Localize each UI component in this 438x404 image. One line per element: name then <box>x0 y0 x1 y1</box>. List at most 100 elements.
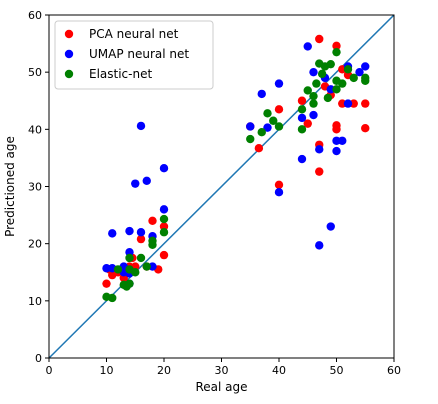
data-point <box>142 176 151 185</box>
data-point <box>159 250 169 260</box>
data-point <box>317 69 327 79</box>
legend: PCA neural net UMAP neural net Elastic-net <box>54 20 214 90</box>
data-point <box>148 262 157 271</box>
data-point <box>159 205 169 214</box>
data-point <box>131 268 140 277</box>
data-point <box>125 253 134 263</box>
legend-label: PCA neural net <box>89 27 179 41</box>
data-point <box>315 34 324 44</box>
data-point <box>269 116 278 125</box>
data-point <box>332 146 341 156</box>
y-tick-label: 0 <box>35 352 42 365</box>
legend-marker <box>64 49 74 59</box>
data-point <box>309 67 318 77</box>
data-point <box>343 99 353 108</box>
data-point <box>338 99 347 108</box>
data-point <box>108 293 117 303</box>
x-tick-label: 0 <box>46 364 53 377</box>
data-point <box>274 180 284 189</box>
legend-label: UMAP neural net <box>89 47 189 61</box>
plot-layer <box>49 15 394 358</box>
data-point <box>102 264 111 273</box>
data-point <box>326 85 335 94</box>
data-point <box>113 265 123 274</box>
x-tick-label: 20 <box>157 364 171 377</box>
data-point <box>332 136 341 145</box>
data-point <box>309 99 318 108</box>
data-point <box>148 216 157 225</box>
legend-label: Elastic-net <box>89 67 152 81</box>
data-point <box>315 167 324 176</box>
y-tick-label: 20 <box>28 238 42 251</box>
data-point <box>125 279 134 288</box>
y-axis-label: Predictioned age <box>3 136 17 237</box>
data-point <box>102 279 111 288</box>
y-tick-label: 30 <box>28 181 42 194</box>
data-point <box>355 67 364 77</box>
data-point <box>303 86 312 95</box>
data-point <box>303 42 312 51</box>
data-point <box>257 89 266 99</box>
data-point <box>349 99 358 108</box>
data-point <box>326 222 335 231</box>
data-point <box>136 253 146 263</box>
data-point <box>108 229 117 238</box>
data-point <box>309 91 318 101</box>
data-point <box>332 41 341 51</box>
data-point <box>159 228 169 237</box>
x-axis-label: Real age <box>195 380 247 394</box>
data-point <box>263 109 272 118</box>
data-point <box>338 136 347 145</box>
data-point <box>274 122 284 131</box>
data-point <box>246 134 255 144</box>
data-point <box>326 59 335 69</box>
y-tick-label: 50 <box>28 66 42 79</box>
data-point <box>148 236 157 246</box>
y-tick-label: 10 <box>28 295 42 308</box>
data-point <box>136 121 146 131</box>
data-point <box>309 110 318 120</box>
axes-layer: 0 10 20 30 40 50 60 0 10 20 30 40 50 60 Real age Predic… <box>3 9 401 394</box>
data-point <box>297 105 307 114</box>
data-point <box>263 123 272 132</box>
data-point <box>274 79 284 88</box>
data-point <box>297 125 307 134</box>
data-point <box>361 73 370 83</box>
data-point <box>274 105 284 114</box>
legend-marker <box>64 69 74 79</box>
data-point <box>349 73 358 83</box>
data-point <box>274 188 284 197</box>
data-point <box>131 179 140 188</box>
y-tick-label: 40 <box>28 123 42 136</box>
data-point <box>159 164 169 173</box>
legend-marker <box>64 29 74 39</box>
data-point <box>315 145 324 154</box>
x-tick-label: 50 <box>330 364 344 377</box>
data-point <box>136 234 146 244</box>
data-point <box>297 96 307 105</box>
data-point <box>332 125 341 134</box>
data-point <box>323 93 333 103</box>
data-point <box>361 123 370 133</box>
data-point <box>125 226 134 236</box>
legend-box <box>54 20 214 90</box>
x-tick-label: 30 <box>215 364 229 377</box>
data-point <box>312 79 321 88</box>
data-point <box>361 99 370 108</box>
series-elastic-net <box>102 47 370 303</box>
data-point <box>246 122 255 131</box>
data-point <box>254 143 264 153</box>
data-point <box>338 79 347 88</box>
data-point <box>142 262 151 271</box>
data-point <box>332 47 341 57</box>
data-point <box>343 65 353 74</box>
data-point <box>159 214 169 224</box>
data-point <box>257 127 266 137</box>
x-tick-label: 10 <box>100 364 114 377</box>
y-tick-label: 60 <box>28 9 42 22</box>
data-point <box>297 154 307 164</box>
data-point <box>297 113 307 123</box>
data-point <box>136 228 146 237</box>
data-point <box>361 62 370 71</box>
